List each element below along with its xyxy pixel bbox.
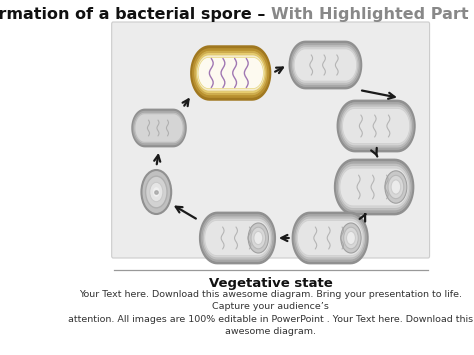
PathPatch shape	[294, 49, 356, 81]
Text: Vegetative state: Vegetative state	[209, 278, 332, 290]
PathPatch shape	[201, 213, 274, 263]
PathPatch shape	[338, 165, 410, 209]
PathPatch shape	[338, 101, 414, 151]
Circle shape	[388, 175, 404, 199]
PathPatch shape	[193, 50, 268, 97]
PathPatch shape	[297, 220, 363, 256]
PathPatch shape	[294, 215, 366, 261]
Circle shape	[248, 223, 268, 253]
Circle shape	[385, 171, 407, 203]
PathPatch shape	[343, 109, 410, 143]
Text: Formation of a bacterial spore –: Formation of a bacterial spore –	[0, 6, 271, 22]
PathPatch shape	[296, 218, 365, 258]
PathPatch shape	[203, 218, 272, 258]
Circle shape	[150, 182, 163, 202]
PathPatch shape	[133, 110, 185, 146]
PathPatch shape	[202, 215, 273, 261]
PathPatch shape	[341, 106, 411, 146]
Circle shape	[146, 176, 167, 208]
PathPatch shape	[195, 52, 266, 94]
Circle shape	[341, 223, 361, 253]
FancyBboxPatch shape	[112, 22, 429, 258]
PathPatch shape	[293, 47, 358, 83]
PathPatch shape	[340, 168, 408, 206]
Circle shape	[391, 180, 401, 194]
PathPatch shape	[292, 44, 359, 86]
PathPatch shape	[192, 47, 270, 99]
Circle shape	[251, 227, 265, 249]
PathPatch shape	[335, 160, 413, 214]
Text: Your Text here. Download this awesome diagram. Bring your presentation to life. : Your Text here. Download this awesome di…	[68, 290, 473, 336]
Circle shape	[153, 187, 160, 197]
PathPatch shape	[290, 42, 361, 88]
Circle shape	[344, 227, 358, 249]
PathPatch shape	[337, 163, 411, 211]
PathPatch shape	[198, 58, 264, 89]
PathPatch shape	[134, 112, 184, 144]
PathPatch shape	[135, 114, 183, 142]
Text: With Highlighted Part: With Highlighted Part	[271, 6, 468, 22]
Circle shape	[141, 170, 171, 214]
Circle shape	[346, 231, 356, 245]
PathPatch shape	[293, 213, 367, 263]
PathPatch shape	[205, 220, 270, 256]
PathPatch shape	[339, 104, 413, 148]
PathPatch shape	[197, 55, 265, 91]
Circle shape	[254, 231, 263, 245]
